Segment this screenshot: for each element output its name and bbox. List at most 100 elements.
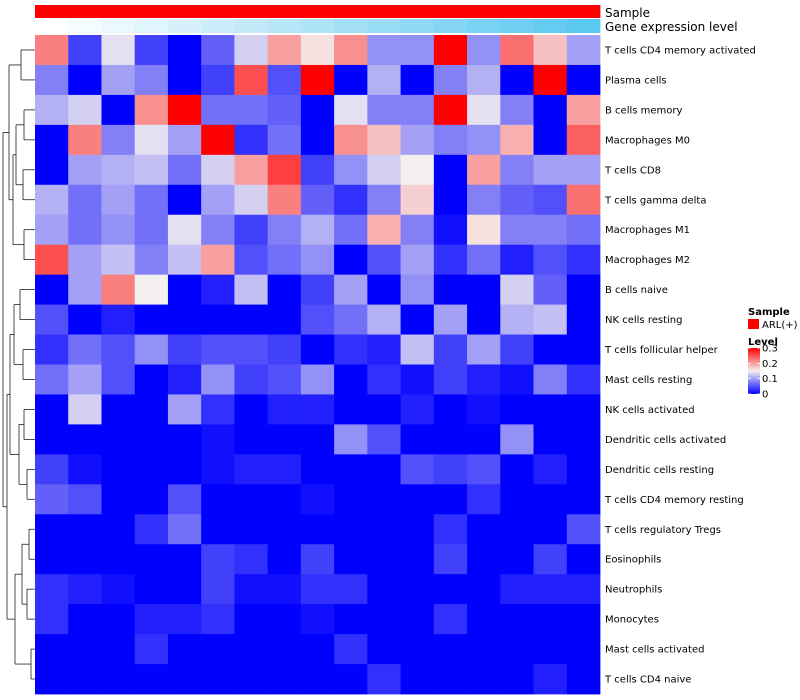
heatmap-cell — [400, 664, 435, 695]
heatmap-cell — [68, 64, 102, 96]
heatmap-cell — [367, 304, 401, 335]
heatmap-cell — [35, 634, 69, 665]
heatmap-cell — [533, 454, 568, 485]
heatmap-cell — [35, 184, 69, 216]
heatmap-cell — [101, 394, 136, 425]
row-label-plasma-cells: Plasma cells — [605, 75, 667, 86]
heatmap-cell — [433, 35, 468, 66]
heatmap-cell — [68, 94, 102, 126]
heatmap-cell — [68, 214, 102, 246]
row-label-b-cells-memory: B cells memory — [605, 105, 682, 116]
expression-annotation-cell — [400, 19, 435, 33]
heatmap-cell — [300, 514, 335, 545]
heatmap-cell — [234, 154, 269, 186]
heatmap-cell — [267, 544, 302, 575]
heatmap-cell — [433, 64, 468, 96]
row-label-t-cells-regulatory-tregs: T cells regulatory Tregs — [604, 525, 721, 536]
row-label-neutrophils: Neutrophils — [605, 585, 662, 596]
heatmap-cell — [334, 544, 368, 575]
heatmap-cell — [300, 574, 335, 605]
row-label-dendritic-cells-activated: Dendritic cells activated — [605, 435, 726, 446]
heatmap-cell — [433, 394, 468, 425]
heatmap-cell — [533, 484, 568, 515]
heatmap-cell — [500, 574, 534, 605]
heatmap-cell — [334, 244, 368, 276]
heatmap-cell — [300, 394, 335, 425]
heatmap-cell — [234, 454, 269, 485]
heatmap-cell — [533, 664, 568, 695]
heatmap-cell — [234, 664, 269, 695]
heatmap-cell — [234, 514, 269, 545]
heatmap-cell — [467, 94, 501, 126]
heatmap-cell — [68, 274, 102, 305]
heatmap-cell — [201, 274, 235, 305]
expression-annotation-cell — [334, 19, 368, 33]
heatmap-cell — [500, 124, 534, 156]
heatmap-cell — [68, 664, 102, 695]
heatmap-cell — [267, 124, 302, 156]
heatmap-cell — [234, 244, 269, 276]
annotation-gene-expression-bar — [35, 19, 601, 33]
heatmap-cell — [533, 634, 568, 665]
heatmap-cell — [400, 514, 435, 545]
row-label-monocytes: Monocytes — [605, 615, 659, 626]
heatmap-cell — [367, 424, 401, 455]
heatmap-cell — [433, 244, 468, 276]
heatmap-cell — [68, 184, 102, 216]
heatmap-cell — [267, 304, 302, 335]
expression-annotation-cell — [500, 19, 534, 33]
heatmap-cell — [334, 154, 368, 186]
heatmap-cell — [234, 634, 269, 665]
row-label-t-cells-cd4-naive: T cells CD4 naive — [604, 675, 691, 686]
heatmap-cell — [533, 184, 568, 216]
row-label-nk-cells-resting: NK cells resting — [605, 315, 682, 326]
heatmap-cell — [533, 574, 568, 605]
heatmap-cell — [35, 664, 69, 695]
heatmap-cell — [334, 574, 368, 605]
heatmap-cell — [234, 214, 269, 246]
heatmap-cell — [234, 394, 269, 425]
heatmap-cell — [134, 424, 169, 455]
heatmap-cell — [367, 35, 401, 66]
heatmap-cell — [533, 274, 568, 305]
heatmap-cell — [433, 664, 468, 695]
heatmap-cell — [134, 634, 169, 665]
heatmap-cell — [467, 35, 501, 66]
heatmap-cell — [134, 35, 169, 66]
heatmap-cell — [367, 574, 401, 605]
heatmap-cell — [400, 424, 435, 455]
heatmap-cell — [167, 124, 202, 156]
heatmap-cells — [35, 35, 601, 695]
heatmap-cell — [367, 154, 401, 186]
heatmap-cell — [101, 154, 136, 186]
heatmap-cell — [35, 484, 69, 515]
heatmap-cell — [68, 454, 102, 485]
heatmap-cell — [167, 514, 202, 545]
heatmap-cell — [500, 664, 534, 695]
heatmap-cell — [267, 454, 302, 485]
heatmap-cell — [400, 184, 435, 216]
heatmap-cell — [101, 274, 136, 305]
heatmap-cell — [533, 124, 568, 156]
heatmap-cell — [201, 424, 235, 455]
heatmap-cell — [566, 424, 601, 455]
sample-annotation-cell — [566, 5, 601, 18]
heatmap-cell — [134, 94, 169, 126]
heatmap-cell — [134, 514, 169, 545]
heatmap-cell — [433, 274, 468, 305]
heatmap-cell — [35, 94, 69, 126]
heatmap-cell — [167, 664, 202, 695]
heatmap-cell — [68, 154, 102, 186]
heatmap-cell — [433, 634, 468, 665]
heatmap-cell — [101, 574, 136, 605]
heatmap-cell — [533, 364, 568, 395]
expression-annotation-cell — [35, 19, 69, 33]
heatmap-cell — [533, 514, 568, 545]
heatmap-cell — [467, 394, 501, 425]
heatmap-cell — [68, 244, 102, 276]
heatmap-cell — [533, 214, 568, 246]
heatmap-cell — [267, 244, 302, 276]
heatmap-cell — [134, 274, 169, 305]
heatmap-cell — [201, 544, 235, 575]
legend-swatch-arl — [748, 319, 759, 329]
